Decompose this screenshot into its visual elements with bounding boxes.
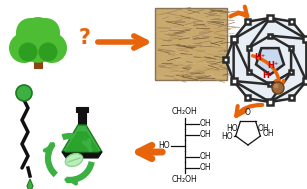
Bar (247, 46, 251, 50)
Circle shape (16, 85, 32, 101)
Text: OH: OH (258, 125, 269, 133)
Text: CH₂OH: CH₂OH (172, 107, 198, 116)
Polygon shape (256, 48, 284, 75)
Circle shape (17, 19, 43, 45)
Bar (245, 95, 250, 100)
Text: ?: ? (79, 28, 91, 48)
Circle shape (227, 17, 307, 103)
Bar (289, 46, 293, 50)
Circle shape (26, 18, 50, 42)
Text: H⁺: H⁺ (255, 53, 266, 63)
Circle shape (272, 82, 284, 94)
Polygon shape (76, 107, 88, 112)
Bar (289, 19, 294, 24)
Polygon shape (78, 110, 86, 125)
Bar (223, 57, 227, 62)
Text: CH₂OH: CH₂OH (172, 175, 198, 184)
Bar (303, 78, 307, 84)
Circle shape (16, 18, 60, 62)
Polygon shape (27, 179, 33, 189)
Circle shape (38, 34, 66, 62)
Text: OH: OH (262, 129, 274, 138)
Bar (247, 70, 251, 74)
Bar (303, 36, 307, 42)
Bar (245, 19, 250, 24)
Polygon shape (65, 132, 99, 152)
Bar (268, 82, 272, 86)
Ellipse shape (65, 154, 83, 167)
Circle shape (19, 43, 37, 61)
Bar (267, 99, 273, 105)
Bar (268, 34, 272, 38)
Circle shape (274, 84, 278, 88)
Polygon shape (62, 125, 102, 152)
Text: HO: HO (227, 125, 238, 133)
Text: HO: HO (158, 141, 170, 150)
Text: OH: OH (200, 119, 212, 128)
Bar (289, 95, 294, 100)
Text: OH: OH (200, 130, 212, 139)
Text: H⁺: H⁺ (262, 70, 274, 80)
Polygon shape (34, 52, 42, 68)
Circle shape (39, 43, 57, 61)
Text: O: O (245, 108, 251, 117)
Bar (289, 70, 293, 74)
Circle shape (21, 29, 55, 61)
Bar (231, 36, 237, 42)
Bar (267, 15, 273, 21)
Text: H⁺: H⁺ (267, 61, 279, 70)
Text: OH: OH (200, 163, 212, 172)
Bar (231, 78, 237, 84)
Circle shape (33, 19, 59, 45)
Text: OH: OH (200, 152, 212, 161)
Bar (155, 8, 227, 80)
Polygon shape (62, 152, 102, 158)
Text: HO: HO (221, 132, 233, 140)
Circle shape (10, 34, 38, 62)
